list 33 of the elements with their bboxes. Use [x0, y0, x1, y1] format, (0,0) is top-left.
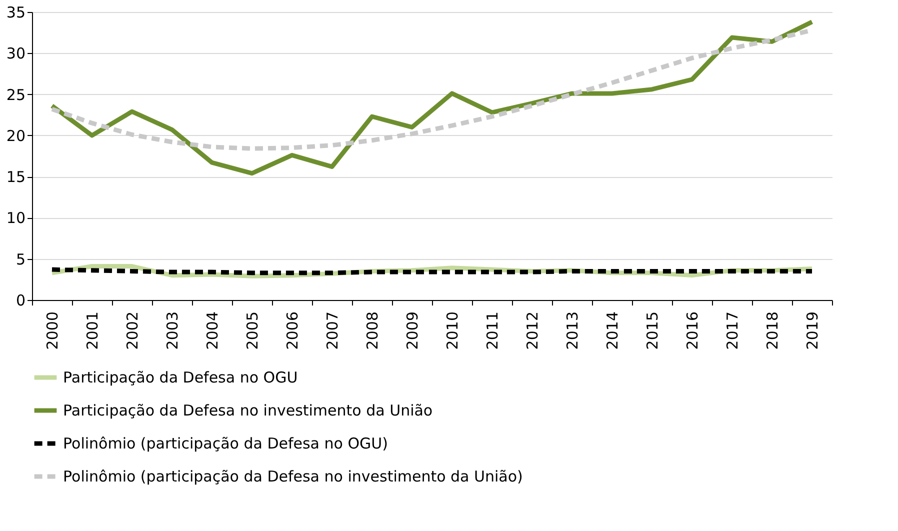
x-tick-label: 2008 [364, 312, 382, 350]
legend-label: Polinômio (participação da Defesa no investimento da União) [63, 468, 523, 486]
y-tick-label: 30 [6, 44, 26, 63]
x-tick-label: 2014 [604, 312, 622, 350]
x-tick-label: 2006 [284, 312, 302, 350]
legend-label: Polinômio (participação da Defesa no OGU) [63, 434, 388, 452]
x-tick-label: 2018 [764, 312, 782, 350]
x-tick-label: 2003 [164, 312, 182, 350]
x-tick-label: 2007 [324, 312, 342, 350]
y-tick-label: 10 [6, 209, 26, 228]
x-tick-label: 2016 [684, 312, 702, 350]
x-tick-label: 2013 [564, 312, 582, 350]
x-tick-label: 2010 [444, 312, 462, 350]
x-tick-label: 2012 [524, 312, 542, 350]
x-tick-label: 2002 [124, 312, 142, 350]
y-tick-label: 0 [16, 292, 26, 310]
y-tick-label: 15 [6, 168, 26, 186]
x-tick-label: 2009 [404, 312, 422, 350]
y-tick-label: 5 [16, 250, 26, 268]
x-tick-label: 2019 [804, 312, 822, 350]
x-tick-label: 2011 [484, 312, 502, 350]
x-tick-label: 2015 [644, 312, 662, 350]
x-tick-label: 2004 [204, 312, 222, 350]
x-tick-label: 2005 [244, 312, 262, 350]
y-tick-label: 20 [6, 126, 26, 145]
x-tick-label: 2000 [44, 312, 62, 350]
x-tick-label: 2001 [84, 312, 102, 350]
legend-label: Participação da Defesa no OGU [63, 368, 298, 386]
line-series [50, 20, 814, 176]
legend-label: Participação da Defesa no investimento da União [63, 402, 433, 420]
y-tick-label: 25 [6, 86, 26, 104]
x-tick-label: 2017 [724, 312, 742, 350]
y-tick-label: 35 [6, 4, 26, 22]
